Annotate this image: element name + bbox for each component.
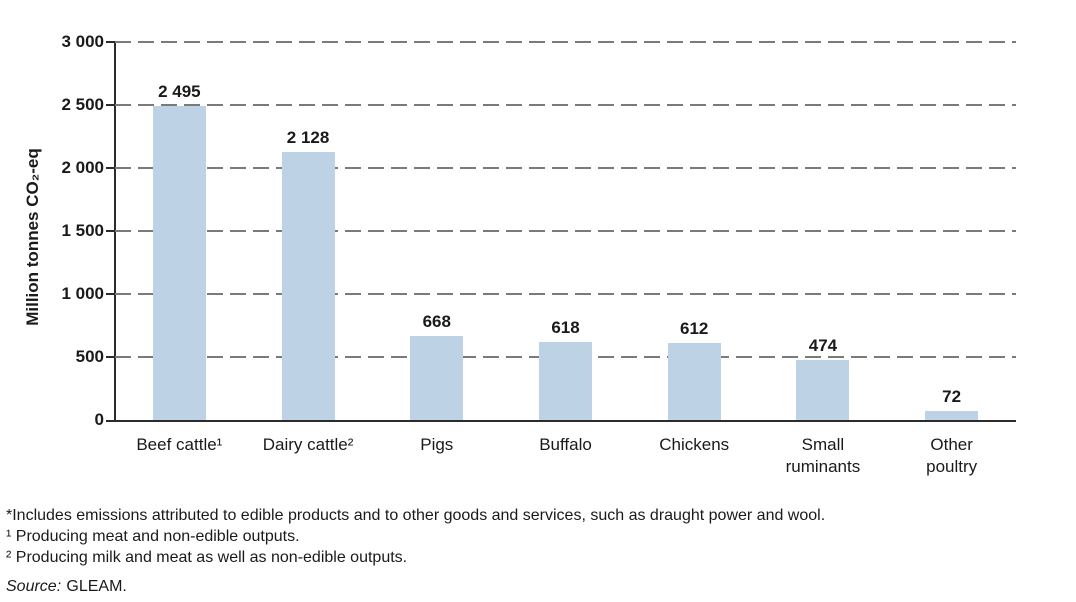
y-tick-mark-2500 (106, 104, 115, 106)
source-line: Source: GLEAM. (6, 576, 1070, 597)
y-tick-mark-1000 (106, 293, 115, 295)
chart-canvas: 0 500 1 000 1 500 2 000 2 500 3 000 2 495 Beef c… (61, 32, 1016, 476)
bar-value-label: 474 (808, 336, 838, 356)
footnote-1: ¹ Producing meat and non-edible outputs. (6, 528, 300, 545)
x-axis-category-label: Beef cattle¹ (136, 435, 223, 454)
bar-small-ruminants (796, 360, 850, 420)
bar-value-label: 2 128 (286, 127, 330, 147)
bar-value-label: 2 495 (158, 81, 201, 101)
gridline-2000 (115, 167, 1016, 169)
y-axis-line (114, 42, 116, 422)
y-tick-label: 2 000 (61, 158, 104, 177)
bar-pigs (410, 335, 464, 420)
y-tick-label: 1 000 (61, 284, 104, 303)
y-tick-mark-1500 (106, 230, 115, 232)
y-tick-mark-2000 (106, 167, 115, 169)
gridline-3000 (115, 41, 1016, 43)
gridline-2500 (115, 104, 1016, 106)
footnotes: *Includes emissions attributed to edible… (6, 505, 1070, 597)
bar-chickens (667, 342, 721, 420)
x-axis-category-label: Small ruminants (785, 435, 861, 476)
x-axis-category-label: Buffalo (539, 435, 592, 454)
bar-value-label: 72 (942, 386, 962, 406)
x-axis-category-label: Pigs (420, 435, 454, 454)
bar-buffalo (539, 342, 592, 420)
y-tick-mark-500 (106, 356, 115, 358)
y-tick-label: 0 (94, 410, 104, 429)
y-tick-label: 2 500 (61, 95, 104, 114)
bar-beef-cattle (152, 105, 206, 420)
bar-dairy-cattle (281, 151, 335, 420)
x-axis-category-label: Dairy cattle² (262, 435, 354, 454)
x-axis-line (106, 420, 1016, 422)
footnote-2: ² Producing milk and meat as well as non… (6, 549, 408, 566)
bar-value-label: 612 (680, 318, 709, 338)
source-text: GLEAM. (66, 578, 127, 595)
footnote-asterisk: *Includes emissions attributed to edible… (6, 507, 826, 524)
bar-value-label: 618 (551, 318, 580, 338)
bar-value-label: 668 (422, 311, 451, 331)
y-tick-label: 500 (75, 347, 104, 366)
gridline-1500 (115, 230, 1016, 232)
y-tick-label: 3 000 (61, 32, 104, 51)
y-tick-label: 1 500 (61, 221, 104, 240)
bar-other-poultry (925, 410, 979, 420)
gridline-1000 (115, 293, 1016, 295)
source-label: Source: (6, 578, 62, 595)
x-axis-category-label: Chickens (659, 435, 730, 454)
x-axis-category-label: Other poultry (926, 435, 978, 476)
y-tick-mark-3000 (106, 41, 115, 43)
